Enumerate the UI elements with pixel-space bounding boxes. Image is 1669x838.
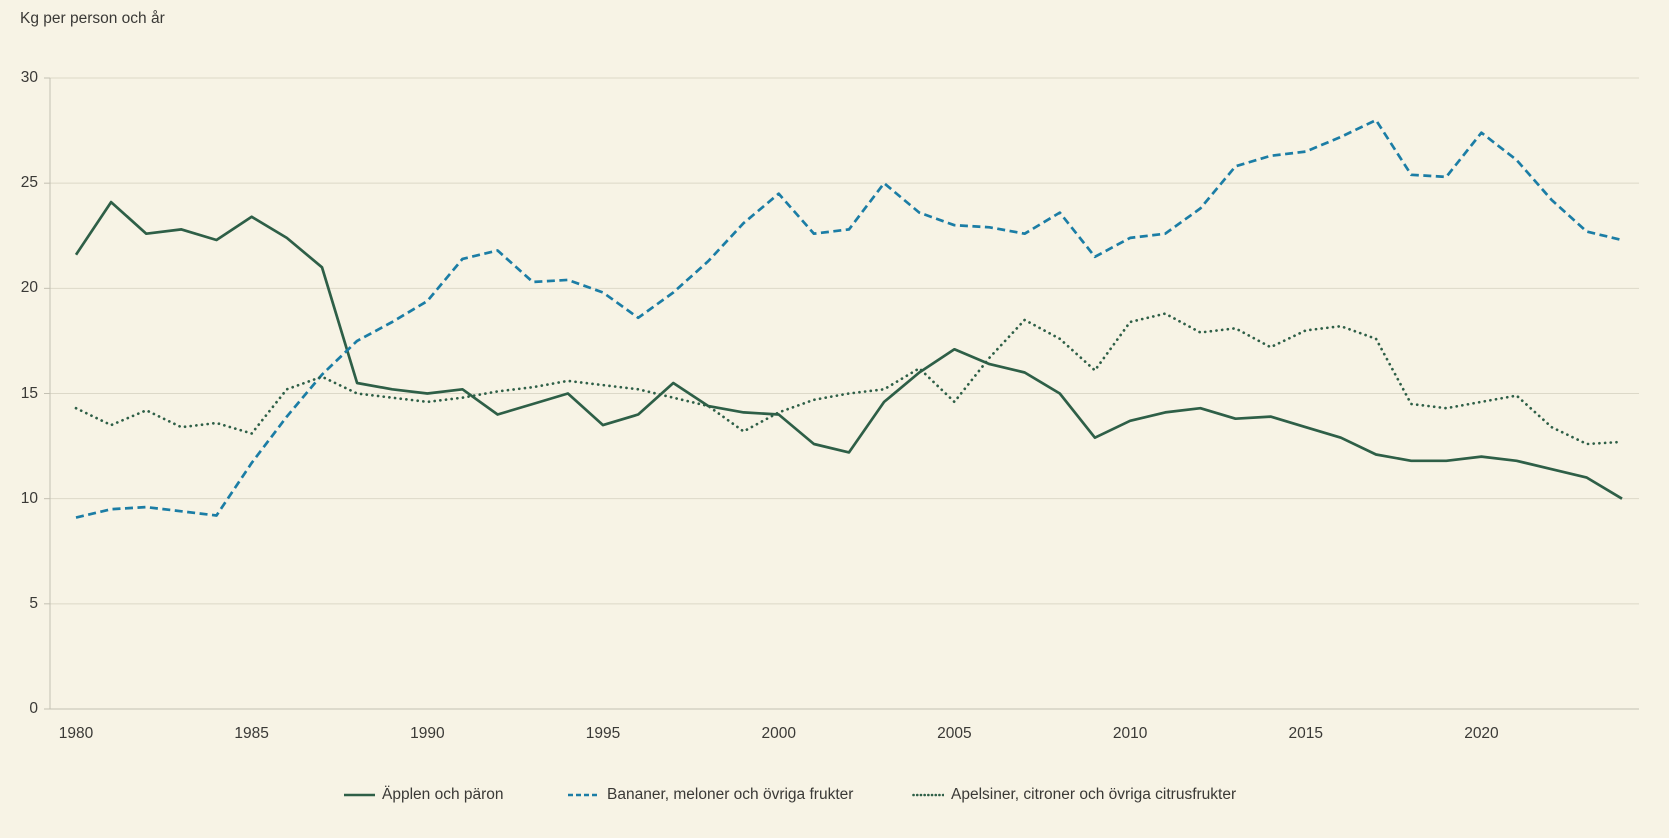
x-axis-tick-label: 1980 [58, 725, 94, 742]
y-axis-tick-label: 20 [20, 279, 38, 297]
chart-title: Kg per person och år [20, 10, 165, 27]
legend-label-bananas: Bananer, meloner och övriga frukter [607, 786, 854, 803]
legend-item-citrus[interactable]: Apelsiner, citroner och övriga citrusfru… [912, 783, 1236, 807]
legend-marker-solid-line-icon [344, 793, 375, 797]
y-axis-tick-label: 15 [20, 384, 38, 402]
y-axis-tick-label: 0 [29, 700, 38, 717]
x-axis-tick-label: 1995 [585, 725, 621, 742]
y-axis-tick-label: 5 [29, 594, 38, 612]
x-axis-tick-label: 2000 [761, 725, 796, 742]
legend-marker-dashed-line-icon [568, 793, 600, 797]
legend-marker-dotted-line-icon [912, 793, 944, 797]
x-axis-tick-label: 2020 [1464, 725, 1499, 742]
x-axis-tick-label: 2015 [1288, 725, 1323, 742]
series-line-0 [74, 200, 1623, 500]
y-axis-tick-label: 10 [20, 489, 38, 507]
x-axis-tick-label: 1990 [410, 725, 445, 742]
series-line-1 [75, 118, 1623, 519]
y-axis-tick-label: 30 [20, 69, 38, 86]
legend-label-citrus: Apelsiner, citroner och övriga citrusfru… [951, 786, 1237, 803]
legend-label-apples: Äpplen och päron [382, 786, 504, 803]
y-axis-tick-label: 25 [20, 174, 38, 192]
chart-legend: Äpplen och päron Bananer, meloner och öv… [0, 783, 1669, 809]
legend-item-bananas[interactable]: Bananer, meloner och övriga frukter [568, 783, 853, 807]
x-axis-tick-label: 2005 [937, 725, 972, 742]
x-axis-tick-label: 2010 [1112, 725, 1148, 742]
legend-item-apples[interactable]: Äpplen och päron [344, 783, 504, 807]
series-line-2 [74, 312, 1624, 446]
x-axis-tick-label: 1985 [234, 725, 269, 742]
